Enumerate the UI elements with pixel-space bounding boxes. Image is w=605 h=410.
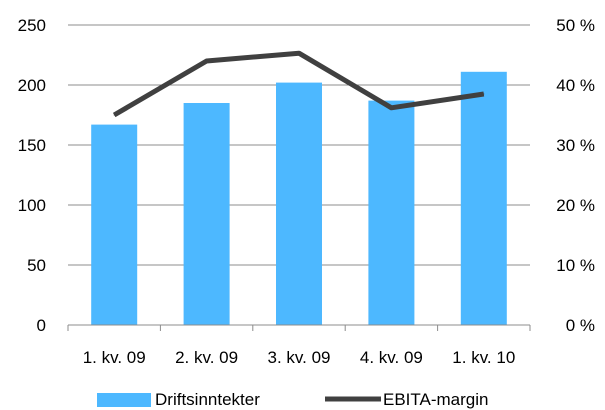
x-tick-label: 1. kv. 09 — [83, 348, 146, 367]
y-tick-label: 100 — [18, 196, 46, 215]
legend-label-driftsinntekter: Driftsinntekter — [155, 390, 260, 409]
bar-driftsinntekter — [183, 103, 230, 325]
x-tick-label: 4. kv. 09 — [360, 348, 423, 367]
bar-series — [91, 71, 507, 325]
legend: Driftsinntekter EBITA-margin — [97, 390, 489, 409]
y-tick-label: 150 — [18, 136, 46, 155]
y-tick-label: 0 — [37, 316, 46, 335]
bar-driftsinntekter — [91, 124, 138, 325]
y-tick-label: 250 — [18, 16, 46, 35]
point-ebita-margin — [206, 60, 208, 62]
point-ebita-margin — [298, 52, 300, 54]
right-axis-ticks: 0 % 10 % 20 % 30 % 40 % 50 % — [556, 16, 595, 335]
y2-tick-label: 20 % — [556, 196, 595, 215]
category-axis-ticks: 1. kv. 09 2. kv. 09 3. kv. 09 4. kv. 09 1. k… — [83, 348, 516, 367]
x-tick-label: 2. kv. 09 — [175, 348, 238, 367]
y2-tick-label: 40 % — [556, 76, 595, 95]
y2-tick-label: 10 % — [556, 256, 595, 275]
point-ebita-margin — [483, 93, 485, 95]
y-tick-label: 200 — [18, 76, 46, 95]
axes — [67, 324, 531, 331]
bar-driftsinntekter — [460, 71, 507, 325]
point-ebita-margin — [390, 107, 392, 109]
x-tick-label: 1. kv. 10 — [452, 348, 515, 367]
left-axis-ticks: 0 50 100 150 200 250 — [18, 16, 46, 335]
line-series — [112, 50, 485, 118]
bar-driftsinntekter — [368, 100, 415, 325]
y2-tick-label: 0 % — [566, 316, 595, 335]
legend-swatch-driftsinntekter — [97, 393, 151, 407]
y2-tick-label: 50 % — [556, 16, 595, 35]
legend-label-ebita-margin: EBITA-margin — [383, 390, 489, 409]
y2-tick-label: 30 % — [556, 136, 595, 155]
x-tick-label: 3. kv. 09 — [268, 348, 331, 367]
y-tick-label: 50 — [27, 256, 46, 275]
point-ebita-margin — [113, 114, 115, 116]
bar-driftsinntekter — [276, 82, 322, 325]
